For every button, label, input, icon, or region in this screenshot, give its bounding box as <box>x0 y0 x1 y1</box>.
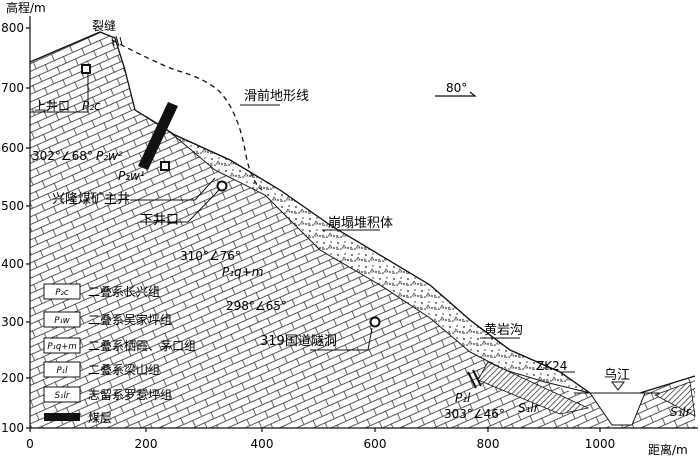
legend-text-3: 二叠系梁山组 <box>88 362 160 377</box>
legend-text-2: 二叠系栖霞、茅口组 <box>88 338 196 353</box>
ground-surface <box>29 31 696 394</box>
legend: P₂c 二叠系长兴组 P₁w 二叠系吴家坪组 P₁q+m 二叠系栖霞、茅口组 P… <box>43 283 196 425</box>
label-attitude-4: 303°∠46° <box>444 407 505 421</box>
legend-text-0: 二叠系长兴组 <box>88 285 160 299</box>
x-tick-0: 0 <box>26 437 34 451</box>
label-attitude-3: 298°∠65° <box>226 299 287 313</box>
label-zk24: ZK24 <box>536 359 567 373</box>
label-p2w2: P₂w² <box>96 149 123 163</box>
lower-adit-marker <box>216 180 228 192</box>
legend-key-0: P₂c <box>55 288 69 298</box>
label-attitude-2: 310°∠76° <box>180 249 241 263</box>
x-tick-800: 800 <box>477 437 500 451</box>
y-tick-200: 200 <box>1 371 24 385</box>
x-tick-1000: 1000 <box>585 437 616 451</box>
legend-key-1: P₁w <box>54 316 70 326</box>
label-huangyangou: 黄岩沟 <box>484 323 523 338</box>
coal-seam <box>138 102 178 170</box>
label-crack: 裂缝 <box>92 18 116 33</box>
legend-coal-swatch <box>44 413 80 421</box>
label-tunnel-319: 319国道隧洞 <box>260 333 337 349</box>
y-tick-labels: 800 700 600 500 400 300 200 100 <box>1 21 24 435</box>
pre-slide-terrain-line <box>111 39 263 191</box>
upper-adit-marker <box>81 64 91 74</box>
legend-text-5: 煤层 <box>88 411 112 425</box>
s1lr-block-left <box>477 361 590 415</box>
x-axis-title: 距离/m <box>648 442 688 457</box>
axes-frame <box>26 16 698 432</box>
label-lower-adit: 下井口 <box>140 213 179 228</box>
y-tick-600: 600 <box>1 141 24 155</box>
x-tick-600: 600 <box>364 437 387 451</box>
y-tick-300: 300 <box>1 315 24 329</box>
y-tick-700: 700 <box>1 81 24 95</box>
x-tick-labels: 0 200 400 600 800 1000 <box>26 437 615 451</box>
y-tick-800: 800 <box>1 21 24 35</box>
legend-key-4: S₁lr <box>55 391 70 401</box>
leader-lines <box>30 74 575 373</box>
x-tick-400: 400 <box>251 437 274 451</box>
label-p1l: P₁l <box>455 391 471 405</box>
label-p2w1: P₂w¹ <box>118 169 145 183</box>
y-tick-100: 100 <box>1 421 24 435</box>
y-tick-500: 500 <box>1 199 24 213</box>
legend-key-3: P₁l <box>57 366 69 376</box>
direction-arrow-icon <box>435 91 477 97</box>
rock-mass <box>30 32 610 428</box>
x-tick-200: 200 <box>135 437 158 451</box>
legend-text-1: 二叠系吴家坪组 <box>88 312 172 327</box>
y-axis-title: 高程/m <box>6 0 46 15</box>
label-wujiang: 乌江 <box>604 367 630 383</box>
label-direction: 80° <box>446 81 467 95</box>
label-s1lr-right: S₁lr <box>670 405 692 419</box>
label-attitude-1: 302°∠68° <box>32 149 93 163</box>
y-tick-400: 400 <box>1 257 24 271</box>
water-level-icon <box>611 381 625 391</box>
label-upper-adit-formation: P₂c <box>82 99 101 113</box>
tunnel-319-marker <box>369 316 381 328</box>
label-pre-slide-terrain: 滑前地形线 <box>244 88 309 104</box>
label-s1lr-left: S₁lr <box>518 401 540 415</box>
label-p1qm: P₁q+m <box>222 265 263 279</box>
label-collapse-deposit: 崩塌堆积体 <box>328 216 393 231</box>
main-shaft-marker <box>160 161 170 171</box>
legend-text-4: 志留系罗惹坪组 <box>88 388 172 402</box>
label-upper-adit: 上井口 <box>34 99 70 113</box>
label-main-shaft: 兴隆煤矿主井 <box>52 192 130 207</box>
legend-key-2: P₁q+m <box>47 342 76 352</box>
